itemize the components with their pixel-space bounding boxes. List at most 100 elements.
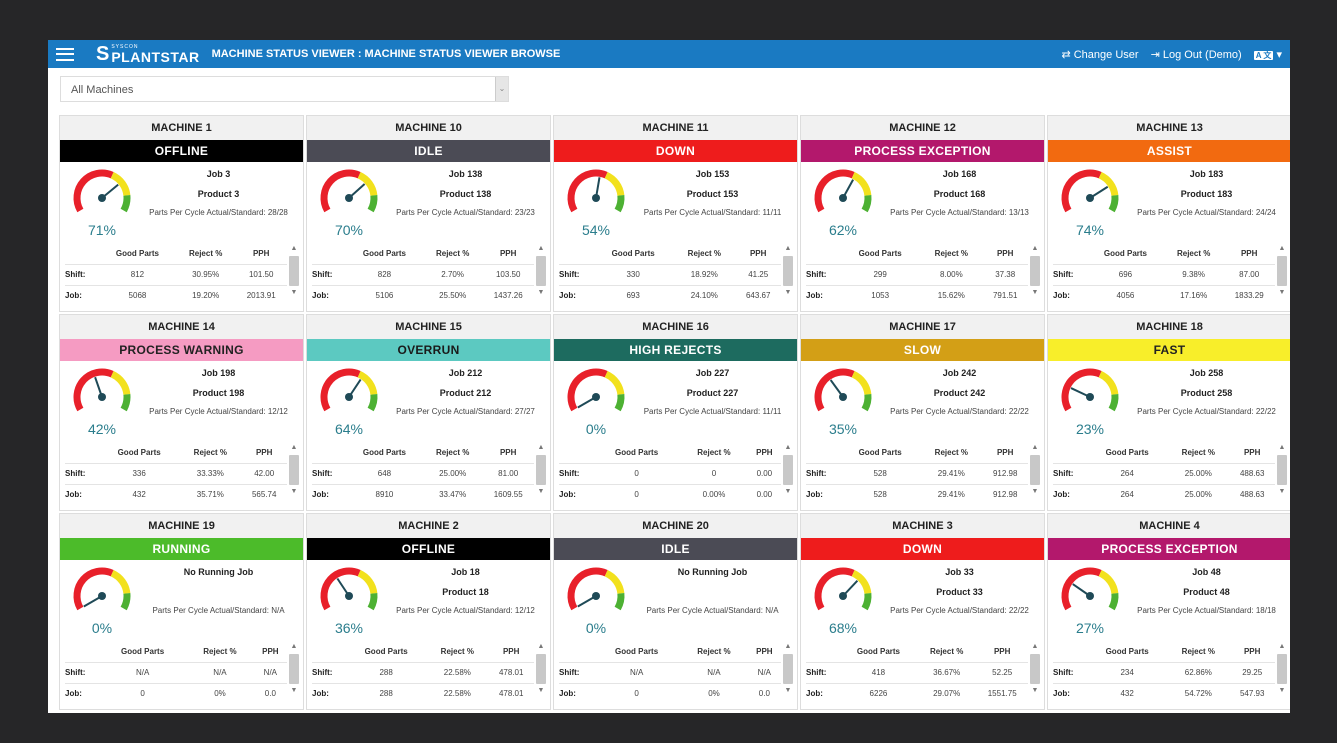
scrollbar[interactable]: ▲ ▼	[536, 443, 546, 503]
scrollbar[interactable]: ▲ ▼	[536, 244, 546, 304]
change-user-button[interactable]: ⇄ Change User	[1061, 48, 1139, 61]
scroll-up-icon[interactable]: ▲	[537, 245, 545, 252]
scroll-down-icon[interactable]: ▼	[1278, 488, 1286, 495]
scrollbar[interactable]: ▲ ▼	[1030, 244, 1040, 304]
scroll-thumb[interactable]	[289, 455, 299, 485]
scroll-thumb[interactable]	[1277, 654, 1287, 684]
scroll-down-icon[interactable]: ▼	[1278, 289, 1286, 296]
machine-card[interactable]: MACHINE 18 FAST 23% Job 258 Product 258 …	[1047, 314, 1290, 511]
scrollbar[interactable]: ▲ ▼	[1277, 642, 1287, 702]
gauge-green-band	[614, 593, 625, 611]
scroll-up-icon[interactable]: ▲	[1031, 444, 1039, 451]
scroll-thumb[interactable]	[783, 455, 793, 485]
logout-button[interactable]: ⇥ Log Out (Demo)	[1150, 48, 1242, 61]
scroll-up-icon[interactable]: ▲	[1031, 245, 1039, 252]
cell: 0	[593, 483, 681, 505]
scroll-thumb[interactable]	[783, 654, 793, 684]
scroll-up-icon[interactable]: ▲	[1278, 643, 1286, 650]
scroll-down-icon[interactable]: ▼	[784, 289, 792, 296]
scroll-down-icon[interactable]: ▼	[1031, 289, 1039, 296]
scrollbar[interactable]: ▲ ▼	[1030, 443, 1040, 503]
scroll-up-icon[interactable]: ▲	[1031, 643, 1039, 650]
machine-card[interactable]: MACHINE 10 IDLE 70% Job 138 Product 138 …	[306, 115, 551, 312]
table-row: Job: 6226 29.07% 1551.75	[806, 682, 1028, 704]
machine-card[interactable]: MACHINE 19 RUNNING 0% No Running Job Par…	[59, 513, 304, 710]
scrollbar[interactable]: ▲ ▼	[1277, 443, 1287, 503]
scroll-down-icon[interactable]: ▼	[537, 488, 545, 495]
scroll-down-icon[interactable]: ▼	[290, 289, 298, 296]
menu-icon[interactable]	[56, 47, 74, 61]
scrollbar[interactable]: ▲ ▼	[1277, 244, 1287, 304]
machine-card[interactable]: MACHINE 17 SLOW 35% Job 242 Product 242 …	[800, 314, 1045, 511]
scroll-thumb[interactable]	[1030, 256, 1040, 286]
scrollbar[interactable]: ▲ ▼	[783, 244, 793, 304]
scroll-down-icon[interactable]: ▼	[1031, 687, 1039, 694]
scroll-down-icon[interactable]: ▼	[290, 488, 298, 495]
machine-card[interactable]: MACHINE 1 OFFLINE 71% Job 3 Product 3 Pa…	[59, 115, 304, 312]
scroll-thumb[interactable]	[1030, 654, 1040, 684]
machine-card[interactable]: MACHINE 20 IDLE 0% No Running Job Parts …	[553, 513, 798, 710]
machine-card[interactable]: MACHINE 16 HIGH REJECTS 0% Job 227 Produ…	[553, 314, 798, 511]
machine-card[interactable]: MACHINE 12 PROCESS EXCEPTION 62% Job 168…	[800, 115, 1045, 312]
machine-name: MACHINE 19	[60, 514, 303, 538]
scrollbar[interactable]: ▲ ▼	[536, 642, 546, 702]
scroll-up-icon[interactable]: ▲	[290, 444, 298, 451]
efficiency-percent: 68%	[828, 620, 858, 636]
scroll-thumb[interactable]	[536, 256, 546, 286]
scrollbar[interactable]: ▲ ▼	[289, 244, 299, 304]
status-badge: HIGH REJECTS	[554, 339, 797, 361]
parts-per-cycle: Parts Per Cycle Actual/Standard: 27/27	[396, 407, 535, 416]
scrollbar[interactable]: ▲ ▼	[289, 642, 299, 702]
cell: 29.25	[1229, 661, 1275, 683]
gauge-svg	[73, 567, 131, 611]
machine-card[interactable]: MACHINE 4 PROCESS EXCEPTION 27% Job 48 P…	[1047, 513, 1290, 710]
chevron-down-icon[interactable]: ⌄	[495, 77, 508, 101]
scrollbar[interactable]: ▲ ▼	[783, 642, 793, 702]
scroll-up-icon[interactable]: ▲	[784, 643, 792, 650]
machine-filter-select[interactable]: All Machines ⌄	[60, 76, 509, 102]
screen: S SYSCON PLANTSTAR MACHINE STATUS VIEWER …	[48, 40, 1290, 713]
scrollbar[interactable]: ▲ ▼	[1030, 642, 1040, 702]
scroll-up-icon[interactable]: ▲	[1278, 444, 1286, 451]
scroll-thumb[interactable]	[783, 256, 793, 286]
scroll-up-icon[interactable]: ▲	[290, 245, 298, 252]
machine-card[interactable]: MACHINE 14 PROCESS WARNING 42% Job 198 P…	[59, 314, 304, 511]
scroll-thumb[interactable]	[536, 654, 546, 684]
scroll-up-icon[interactable]: ▲	[784, 245, 792, 252]
scroll-thumb[interactable]	[1277, 256, 1287, 286]
scroll-down-icon[interactable]: ▼	[1278, 687, 1286, 694]
cell: 264	[1087, 483, 1168, 505]
scroll-thumb[interactable]	[289, 654, 299, 684]
scroll-up-icon[interactable]: ▲	[537, 643, 545, 650]
row-label: Job:	[1053, 284, 1087, 306]
efficiency-gauge: 0%	[66, 564, 138, 642]
machine-card[interactable]: MACHINE 2 OFFLINE 36% Job 18 Product 18 …	[306, 513, 551, 710]
scroll-up-icon[interactable]: ▲	[537, 444, 545, 451]
column-header: Reject %	[697, 647, 731, 657]
language-button[interactable]: A 文 ▾	[1253, 48, 1282, 61]
scroll-down-icon[interactable]: ▼	[1031, 488, 1039, 495]
scroll-down-icon[interactable]: ▼	[290, 687, 298, 694]
efficiency-percent: 0%	[585, 620, 607, 636]
scroll-thumb[interactable]	[289, 256, 299, 286]
scroll-thumb[interactable]	[1030, 455, 1040, 485]
scroll-down-icon[interactable]: ▼	[537, 687, 545, 694]
machine-card[interactable]: MACHINE 13 ASSIST 74% Job 183 Product 18…	[1047, 115, 1290, 312]
scroll-down-icon[interactable]: ▼	[537, 289, 545, 296]
scroll-thumb[interactable]	[536, 455, 546, 485]
scroll-up-icon[interactable]: ▲	[290, 643, 298, 650]
scrollbar[interactable]: ▲ ▼	[289, 443, 299, 503]
job-label: Job 48	[1192, 567, 1221, 577]
machine-card[interactable]: MACHINE 15 OVERRUN 64% Job 212 Product 2…	[306, 314, 551, 511]
machine-card[interactable]: MACHINE 11 DOWN 54% Job 153 Product 153 …	[553, 115, 798, 312]
gauge-svg	[567, 567, 625, 611]
scroll-down-icon[interactable]: ▼	[784, 687, 792, 694]
scroll-up-icon[interactable]: ▲	[1278, 245, 1286, 252]
efficiency-gauge: 23%	[1054, 365, 1126, 443]
scroll-thumb[interactable]	[1277, 455, 1287, 485]
scroll-down-icon[interactable]: ▼	[784, 488, 792, 495]
gauge-yellow-band	[604, 569, 625, 594]
scroll-up-icon[interactable]: ▲	[784, 444, 792, 451]
machine-card[interactable]: MACHINE 3 DOWN 68% Job 33 Product 33 Par…	[800, 513, 1045, 710]
scrollbar[interactable]: ▲ ▼	[783, 443, 793, 503]
